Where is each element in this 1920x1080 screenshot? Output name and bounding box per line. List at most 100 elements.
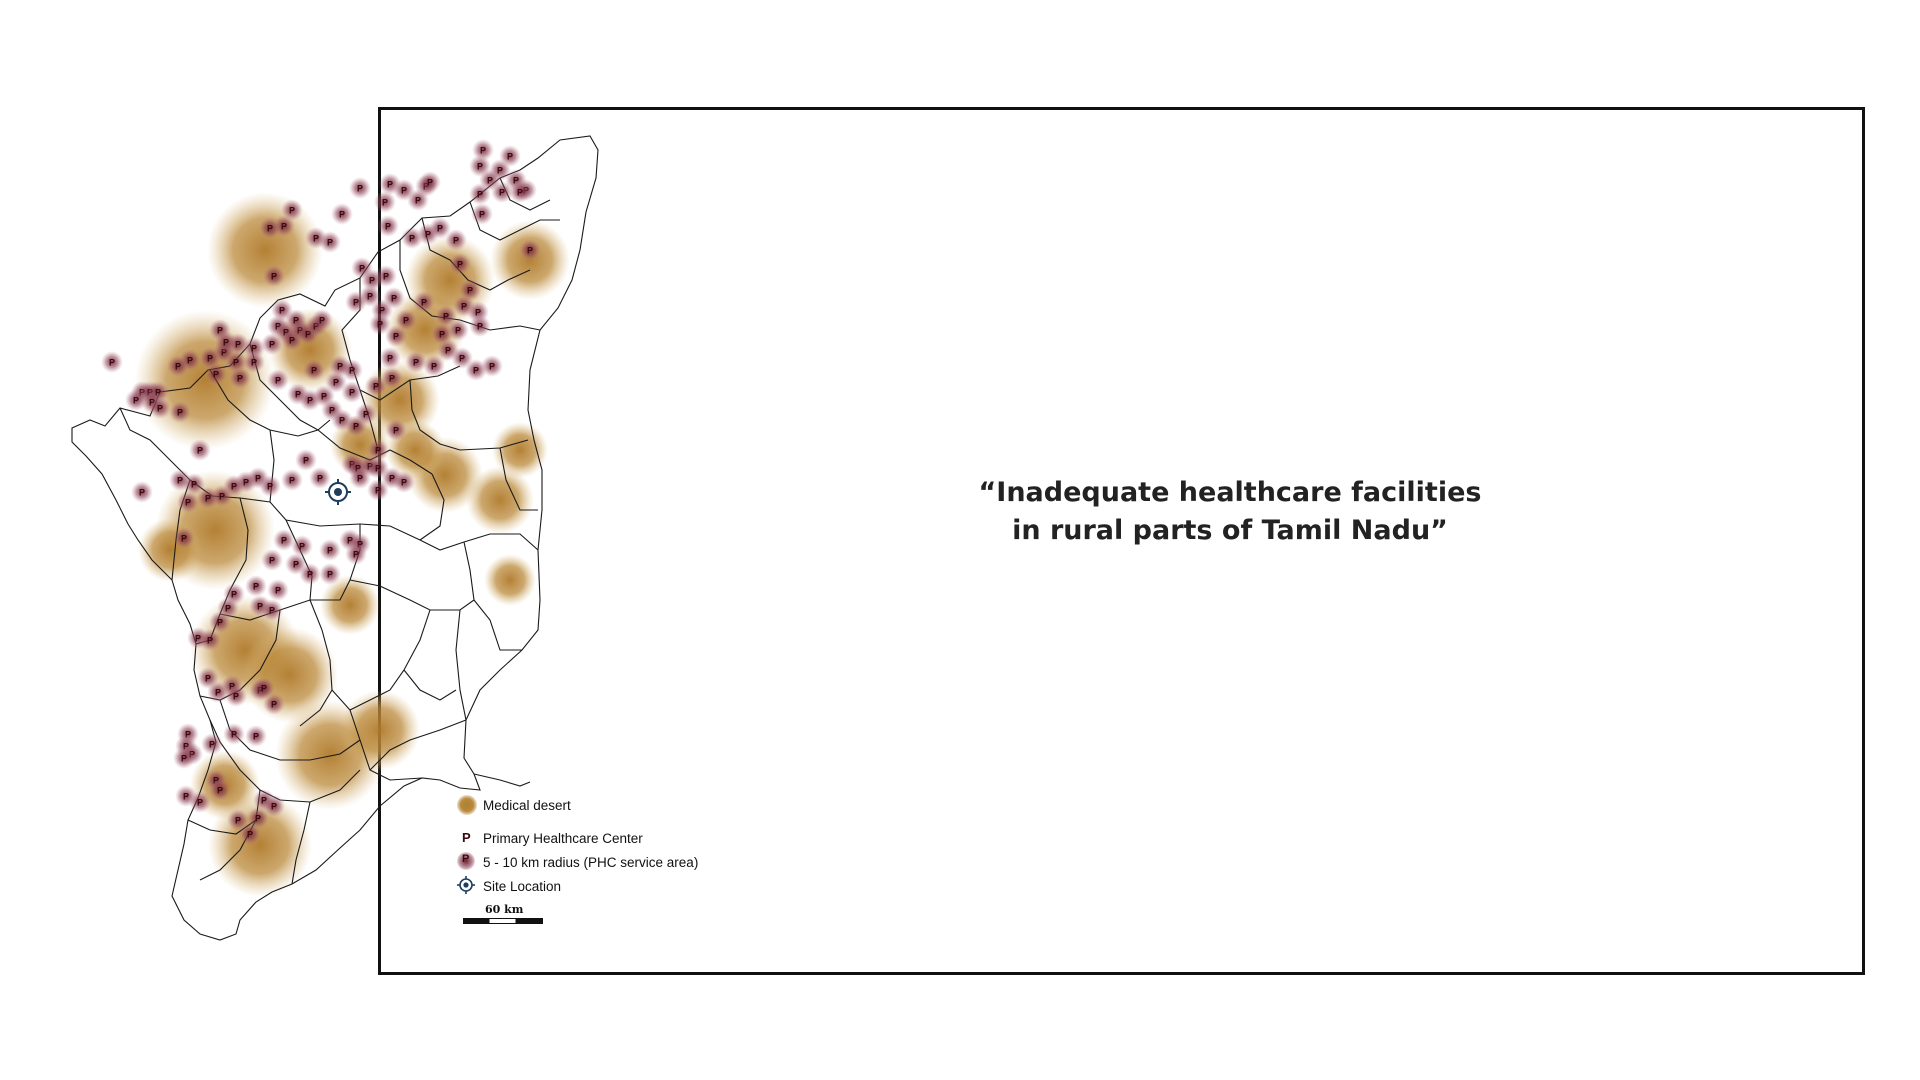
svg-text:P: P	[251, 358, 257, 368]
phc-marker: P	[429, 217, 451, 239]
phc-marker: P	[375, 265, 397, 287]
phc-marker: P	[201, 733, 223, 755]
phc-marker: P	[189, 791, 211, 813]
svg-text:P: P	[255, 474, 261, 484]
phc-marker: P	[481, 355, 503, 377]
svg-text:P: P	[251, 344, 257, 354]
phc-marker: P	[173, 527, 195, 549]
svg-text:P: P	[327, 546, 333, 556]
svg-text:P: P	[219, 492, 225, 502]
content-frame	[378, 107, 1865, 975]
svg-text:P: P	[289, 206, 295, 216]
svg-text:P: P	[313, 234, 319, 244]
medical-desert-zone	[466, 466, 534, 534]
medical-desert-zone	[207, 192, 323, 308]
svg-text:P: P	[185, 498, 191, 508]
legend-item-phc: P Primary Healthcare Center	[455, 828, 643, 848]
svg-text:P: P	[389, 474, 395, 484]
svg-text:P: P	[401, 478, 407, 488]
svg-text:P: P	[247, 830, 253, 840]
phc-marker: P	[374, 191, 396, 213]
svg-text:P: P	[391, 294, 397, 304]
svg-text:P: P	[473, 366, 479, 376]
svg-text:P: P	[235, 340, 241, 350]
svg-text:P: P	[457, 260, 463, 270]
phc-marker: P	[471, 203, 493, 225]
svg-text:P: P	[271, 272, 277, 282]
svg-text:P: P	[359, 264, 365, 274]
phc-marker: P	[367, 479, 389, 501]
svg-text:P: P	[321, 392, 327, 402]
svg-text:P: P	[205, 494, 211, 504]
phc-marker: P	[381, 367, 403, 389]
phc-marker: P	[209, 611, 231, 633]
svg-text:P: P	[383, 272, 389, 282]
phc-marker: P	[199, 629, 221, 651]
svg-text:P: P	[443, 312, 449, 322]
svg-text:P: P	[305, 330, 311, 340]
phc-marker: P	[319, 539, 341, 561]
phc-marker: P	[449, 253, 471, 275]
svg-text:P: P	[403, 316, 409, 326]
svg-text:P: P	[253, 582, 259, 592]
phc-marker: P	[263, 265, 285, 287]
svg-text:P: P	[175, 362, 181, 372]
svg-text:P: P	[275, 586, 281, 596]
phc-marker: P	[101, 351, 123, 373]
medical-desert-zone	[340, 690, 420, 770]
svg-text:P: P	[445, 346, 451, 356]
svg-text:P: P	[225, 604, 231, 614]
legend-label-phc: Primary Healthcare Center	[483, 830, 643, 846]
phc-marker: P	[261, 333, 283, 355]
phc-radius-icon: P	[455, 852, 483, 872]
svg-text:P: P	[339, 210, 345, 220]
svg-text:P: P	[387, 180, 393, 190]
svg-text:P: P	[213, 370, 219, 380]
phc-marker: P	[419, 171, 441, 193]
svg-text:P: P	[427, 178, 433, 188]
svg-text:P: P	[379, 306, 385, 316]
svg-text:P: P	[363, 410, 369, 420]
phc-marker: P	[447, 319, 469, 341]
svg-text:P: P	[197, 446, 203, 456]
phc-marker: P	[223, 723, 245, 745]
phc-marker: P	[169, 469, 191, 491]
svg-text:P: P	[243, 478, 249, 488]
phc-marker: P	[267, 579, 289, 601]
phc-marker: P	[299, 563, 321, 585]
site-location-icon	[455, 876, 483, 896]
svg-text:P: P	[329, 406, 335, 416]
phc-marker: P	[261, 549, 283, 571]
svg-text:P: P	[439, 330, 445, 340]
phc-marker: P	[309, 467, 331, 489]
svg-text:P: P	[281, 536, 287, 546]
svg-text:P: P	[349, 366, 355, 376]
phc-marker: P	[243, 351, 265, 373]
phc-marker: P	[303, 359, 325, 381]
phc-marker: P	[169, 401, 191, 423]
svg-text:P: P	[353, 550, 359, 560]
svg-text:P: P	[375, 486, 381, 496]
phc-marker: P	[189, 439, 211, 461]
svg-text:P: P	[195, 634, 201, 644]
svg-text:P: P	[269, 556, 275, 566]
svg-text:P: P	[209, 740, 215, 750]
svg-text:P: P	[233, 358, 239, 368]
medical-desert-zone	[135, 310, 275, 450]
legend-label-site-location: Site Location	[483, 878, 562, 894]
svg-text:P: P	[215, 688, 221, 698]
scale-label: 60 km	[485, 903, 524, 916]
svg-text:P: P	[393, 426, 399, 436]
legend-label-medical-desert: Medical desert	[483, 797, 571, 813]
svg-text:P: P	[293, 316, 299, 326]
svg-text:P: P	[357, 184, 363, 194]
phc-marker: P	[395, 309, 417, 331]
svg-text:P: P	[375, 464, 381, 474]
svg-text:P: P	[281, 222, 287, 232]
legend-item-site-location: Site Location	[455, 876, 561, 896]
phc-marker: P	[259, 217, 281, 239]
svg-text:P: P	[235, 816, 241, 826]
svg-text:P: P	[337, 362, 343, 372]
svg-text:P: P	[271, 802, 277, 812]
